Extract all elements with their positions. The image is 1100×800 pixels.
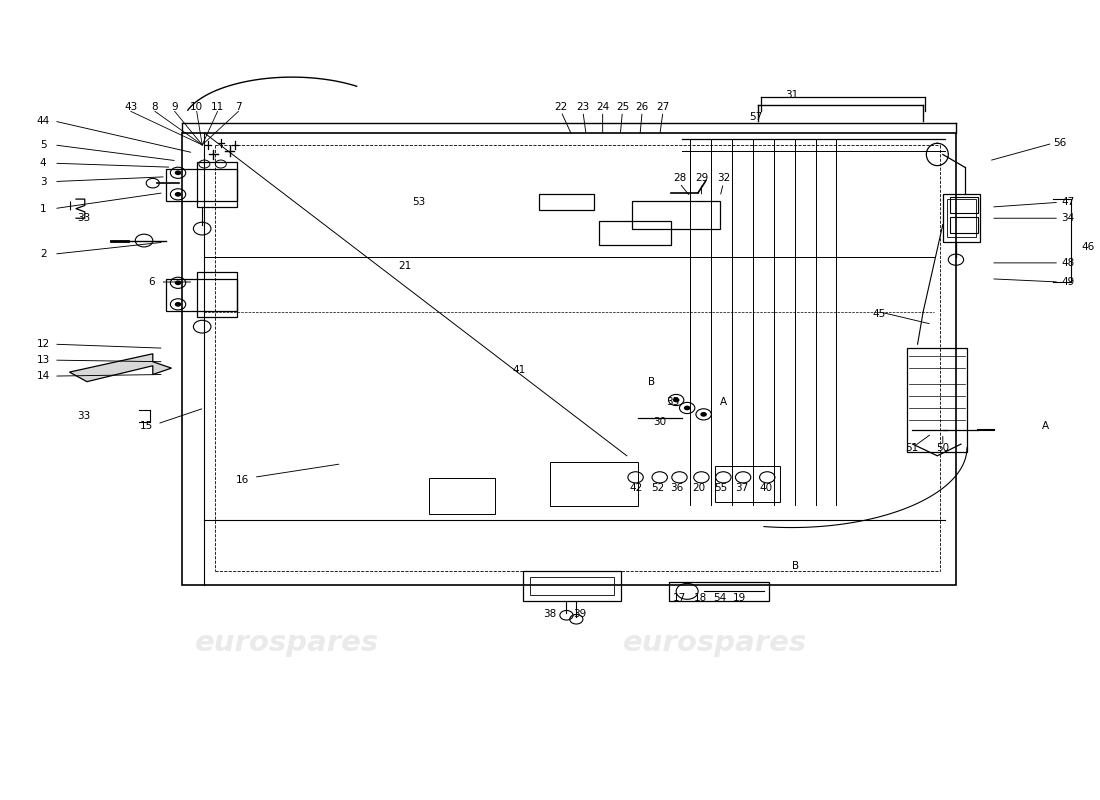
Text: 20: 20: [693, 482, 706, 493]
Text: 45: 45: [872, 309, 886, 319]
Text: 46: 46: [1081, 242, 1094, 252]
Text: A: A: [1043, 421, 1049, 430]
Circle shape: [175, 170, 182, 175]
Text: eurospares: eurospares: [195, 629, 378, 657]
Text: 4: 4: [40, 158, 46, 168]
Text: 26: 26: [636, 102, 649, 112]
Text: 3: 3: [40, 177, 46, 186]
Text: 53: 53: [411, 198, 425, 207]
Text: 21: 21: [398, 261, 411, 271]
Text: 49: 49: [1062, 277, 1075, 287]
Text: 16: 16: [236, 474, 250, 485]
Text: B: B: [792, 561, 800, 571]
Text: 29: 29: [695, 174, 708, 183]
Text: 56: 56: [1054, 138, 1067, 148]
Circle shape: [684, 406, 691, 410]
Text: 30: 30: [653, 418, 667, 427]
Text: A: A: [719, 397, 727, 406]
Bar: [950, 217, 978, 233]
Text: 47: 47: [1062, 198, 1075, 207]
Bar: [550, 462, 638, 506]
Text: 51: 51: [905, 443, 918, 453]
Text: 57: 57: [750, 112, 763, 122]
Text: 14: 14: [36, 371, 50, 381]
Text: 38: 38: [543, 609, 557, 618]
Text: 18: 18: [694, 593, 707, 602]
Text: 34: 34: [1062, 214, 1075, 223]
Text: 12: 12: [36, 339, 50, 349]
Text: 27: 27: [657, 102, 670, 112]
Text: 8: 8: [152, 102, 158, 112]
Text: 13: 13: [36, 355, 50, 365]
Text: 6: 6: [148, 277, 155, 287]
Text: 10: 10: [190, 102, 204, 112]
Circle shape: [175, 302, 182, 306]
Text: 5: 5: [40, 140, 46, 150]
Text: 42: 42: [629, 482, 642, 493]
Text: 1: 1: [40, 204, 46, 214]
Bar: [715, 466, 780, 502]
Text: 36: 36: [671, 482, 684, 493]
Text: 9: 9: [172, 102, 178, 112]
Text: 11: 11: [211, 102, 224, 112]
Text: 41: 41: [513, 365, 526, 374]
Text: 48: 48: [1062, 258, 1075, 268]
Circle shape: [673, 398, 680, 402]
Circle shape: [175, 192, 182, 197]
Text: 43: 43: [124, 102, 138, 112]
Text: 32: 32: [717, 174, 730, 183]
Text: eurospares: eurospares: [623, 629, 806, 657]
Text: 33: 33: [77, 214, 90, 223]
Text: 23: 23: [576, 102, 590, 112]
Text: 40: 40: [760, 482, 772, 493]
Text: 39: 39: [573, 609, 586, 618]
Text: 25: 25: [616, 102, 629, 112]
Text: 2: 2: [40, 249, 46, 259]
Circle shape: [701, 412, 707, 417]
Text: 37: 37: [736, 482, 749, 493]
Polygon shape: [69, 354, 172, 382]
Text: 55: 55: [715, 482, 728, 493]
Text: B: B: [649, 378, 656, 387]
Text: 19: 19: [734, 593, 747, 602]
Text: 17: 17: [673, 593, 686, 602]
Text: 33: 33: [77, 411, 90, 421]
Text: 35: 35: [667, 397, 680, 406]
Text: 15: 15: [140, 422, 153, 431]
Text: 28: 28: [673, 174, 686, 183]
Text: 22: 22: [554, 102, 568, 112]
Text: 24: 24: [596, 102, 609, 112]
Text: 54: 54: [714, 593, 727, 602]
Bar: [950, 197, 978, 213]
Text: 44: 44: [36, 116, 50, 126]
Text: 52: 52: [651, 482, 664, 493]
Text: 50: 50: [936, 443, 949, 453]
Text: 31: 31: [784, 90, 798, 101]
Bar: [429, 478, 495, 514]
Circle shape: [175, 281, 182, 285]
Text: 7: 7: [235, 102, 242, 112]
